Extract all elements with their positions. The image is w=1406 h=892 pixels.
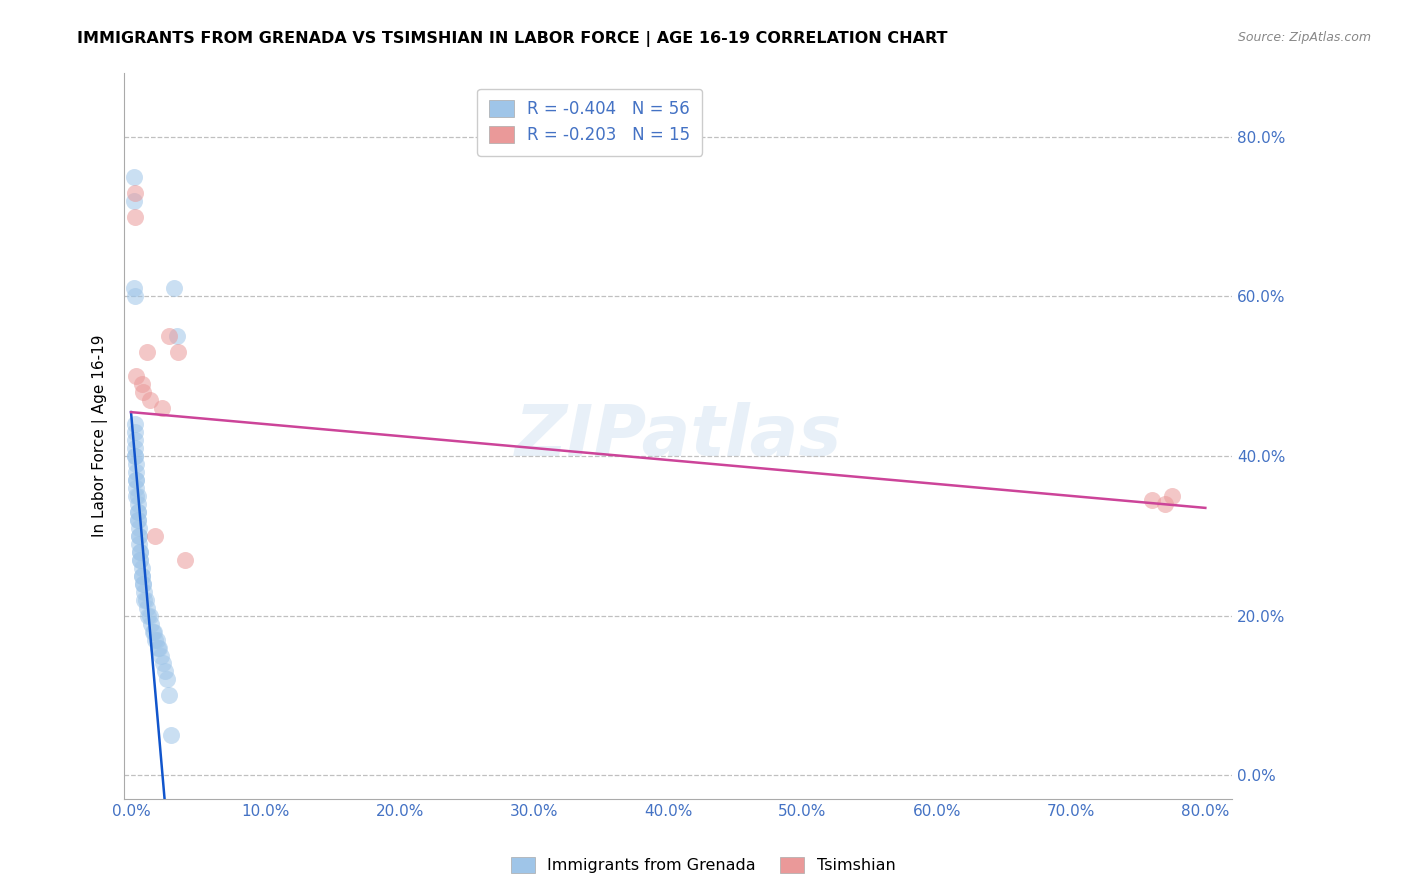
Point xyxy=(134,592,156,607)
Point xyxy=(131,568,153,582)
Point xyxy=(1160,489,1182,503)
Point xyxy=(139,393,162,408)
Point xyxy=(124,289,146,303)
Point xyxy=(127,505,149,519)
Point xyxy=(146,640,169,655)
Point xyxy=(156,673,179,687)
Point xyxy=(136,345,159,359)
Point xyxy=(131,377,153,392)
Point xyxy=(143,529,166,543)
Point xyxy=(125,465,148,479)
Point xyxy=(125,489,148,503)
Point xyxy=(129,545,152,559)
Point xyxy=(129,553,152,567)
Point xyxy=(125,457,148,471)
Point xyxy=(153,665,176,679)
Point xyxy=(143,632,166,647)
Point xyxy=(173,553,195,567)
Point xyxy=(135,592,157,607)
Point xyxy=(125,473,148,487)
Point xyxy=(129,553,152,567)
Point xyxy=(148,640,170,655)
Point xyxy=(145,632,167,647)
Text: ZIPatlas: ZIPatlas xyxy=(515,401,842,471)
Point xyxy=(127,505,149,519)
Point xyxy=(129,545,152,559)
Point xyxy=(157,689,180,703)
Legend: Immigrants from Grenada, Tsimshian: Immigrants from Grenada, Tsimshian xyxy=(505,850,901,880)
Point xyxy=(127,513,149,527)
Point xyxy=(149,648,172,663)
Point xyxy=(138,608,160,623)
Point xyxy=(132,385,155,400)
Point xyxy=(127,513,149,527)
Legend: R = -0.404   N = 56, R = -0.203   N = 15: R = -0.404 N = 56, R = -0.203 N = 15 xyxy=(477,88,702,156)
Point xyxy=(150,401,173,416)
Point xyxy=(166,329,188,343)
Point xyxy=(125,481,148,495)
Point xyxy=(136,600,159,615)
Point xyxy=(132,576,155,591)
Point xyxy=(1154,497,1177,511)
Point xyxy=(142,624,165,639)
Point xyxy=(122,169,145,184)
Point xyxy=(124,441,146,455)
Point xyxy=(124,425,146,439)
Point xyxy=(141,616,163,631)
Point xyxy=(131,568,153,582)
Point xyxy=(163,281,186,295)
Point xyxy=(125,369,148,384)
Point xyxy=(128,521,150,535)
Point xyxy=(152,657,174,671)
Text: IMMIGRANTS FROM GRENADA VS TSIMSHIAN IN LABOR FORCE | AGE 16-19 CORRELATION CHAR: IMMIGRANTS FROM GRENADA VS TSIMSHIAN IN … xyxy=(77,31,948,47)
Point xyxy=(1140,492,1163,507)
Point xyxy=(122,281,145,295)
Point xyxy=(131,560,153,574)
Point xyxy=(167,345,190,359)
Point xyxy=(157,329,180,343)
Y-axis label: In Labor Force | Age 16-19: In Labor Force | Age 16-19 xyxy=(93,334,108,537)
Point xyxy=(134,584,156,599)
Point xyxy=(160,728,183,742)
Point xyxy=(127,489,149,503)
Point xyxy=(141,624,163,639)
Point xyxy=(128,529,150,543)
Point xyxy=(132,576,155,591)
Point xyxy=(124,433,146,447)
Point xyxy=(128,537,150,551)
Point xyxy=(124,449,146,463)
Point xyxy=(122,194,145,208)
Point xyxy=(124,417,146,431)
Point xyxy=(124,449,146,463)
Text: Source: ZipAtlas.com: Source: ZipAtlas.com xyxy=(1237,31,1371,45)
Point xyxy=(124,210,146,224)
Point xyxy=(127,497,149,511)
Point xyxy=(124,186,146,200)
Point xyxy=(139,608,162,623)
Point xyxy=(125,473,148,487)
Point xyxy=(128,529,150,543)
